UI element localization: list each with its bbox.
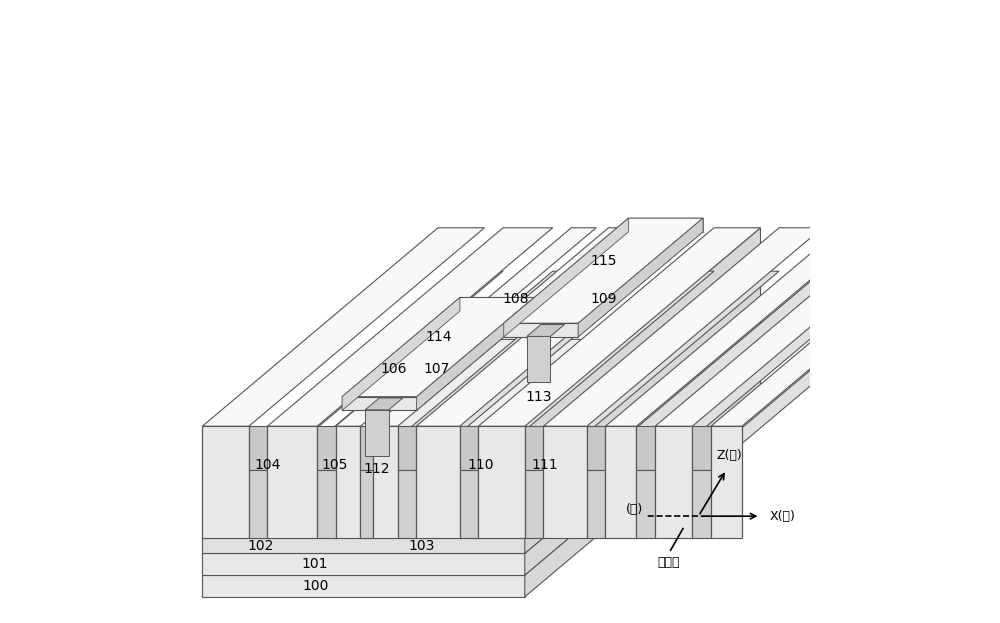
Polygon shape — [416, 426, 460, 538]
Text: 105: 105 — [321, 458, 348, 472]
Polygon shape — [373, 228, 633, 426]
Polygon shape — [587, 426, 605, 470]
Polygon shape — [655, 426, 692, 538]
Text: 108: 108 — [502, 292, 529, 306]
Polygon shape — [525, 271, 779, 470]
Polygon shape — [417, 298, 534, 411]
Polygon shape — [398, 426, 416, 470]
Text: 113: 113 — [525, 390, 552, 404]
Polygon shape — [605, 228, 872, 426]
Text: 110: 110 — [467, 458, 494, 472]
Polygon shape — [605, 426, 636, 538]
Polygon shape — [460, 426, 478, 470]
Text: 111: 111 — [531, 458, 558, 472]
Polygon shape — [636, 426, 655, 470]
Text: 109: 109 — [591, 292, 617, 306]
Polygon shape — [267, 228, 553, 426]
Polygon shape — [478, 426, 525, 538]
Text: 112: 112 — [364, 462, 390, 476]
Polygon shape — [525, 355, 760, 575]
Polygon shape — [336, 426, 360, 538]
Polygon shape — [543, 426, 587, 538]
Polygon shape — [711, 228, 978, 426]
Polygon shape — [578, 218, 703, 337]
Polygon shape — [360, 426, 373, 470]
Polygon shape — [342, 397, 417, 411]
Polygon shape — [692, 271, 947, 470]
Text: (左): (左) — [625, 503, 643, 516]
Polygon shape — [478, 228, 760, 426]
Text: 101: 101 — [302, 557, 328, 571]
Text: 100: 100 — [302, 579, 328, 593]
Polygon shape — [525, 470, 543, 538]
Polygon shape — [317, 426, 336, 470]
Polygon shape — [655, 228, 928, 426]
Text: 106: 106 — [380, 363, 407, 376]
Text: Z(上): Z(上) — [717, 449, 742, 462]
Text: 102: 102 — [247, 539, 274, 553]
Polygon shape — [202, 377, 760, 575]
Polygon shape — [342, 298, 460, 411]
Polygon shape — [202, 340, 760, 538]
Polygon shape — [342, 311, 534, 411]
Polygon shape — [460, 470, 478, 538]
Polygon shape — [373, 426, 398, 538]
Text: 107: 107 — [424, 363, 450, 376]
Text: （下）: （下） — [657, 556, 680, 569]
Polygon shape — [504, 232, 703, 337]
Text: 114: 114 — [425, 330, 451, 344]
Polygon shape — [202, 575, 525, 597]
Polygon shape — [398, 271, 652, 470]
Polygon shape — [587, 271, 841, 470]
Polygon shape — [543, 228, 823, 426]
Polygon shape — [525, 340, 760, 553]
Polygon shape — [360, 271, 609, 470]
Polygon shape — [398, 470, 416, 538]
Polygon shape — [249, 470, 267, 538]
Polygon shape — [416, 228, 695, 426]
Polygon shape — [317, 271, 571, 470]
Polygon shape — [692, 426, 711, 470]
Polygon shape — [249, 271, 503, 470]
Polygon shape — [636, 470, 655, 538]
Polygon shape — [317, 470, 336, 538]
Polygon shape — [711, 426, 742, 538]
Polygon shape — [504, 218, 629, 337]
Polygon shape — [629, 218, 703, 232]
Polygon shape — [525, 377, 760, 597]
Polygon shape — [249, 426, 267, 470]
Polygon shape — [342, 298, 534, 397]
Text: 103: 103 — [408, 539, 435, 553]
Polygon shape — [527, 336, 550, 383]
Polygon shape — [460, 271, 714, 470]
Polygon shape — [202, 426, 249, 538]
Polygon shape — [202, 355, 760, 553]
Polygon shape — [504, 218, 703, 323]
Polygon shape — [360, 470, 373, 538]
Polygon shape — [202, 228, 484, 426]
Polygon shape — [365, 410, 389, 456]
Polygon shape — [692, 470, 711, 538]
Polygon shape — [527, 325, 565, 336]
Polygon shape — [336, 228, 596, 426]
Text: 104: 104 — [255, 458, 281, 472]
Polygon shape — [525, 426, 543, 470]
Polygon shape — [365, 398, 403, 410]
Polygon shape — [202, 538, 525, 553]
Text: X(右): X(右) — [770, 510, 796, 523]
Polygon shape — [504, 323, 578, 337]
Polygon shape — [636, 271, 891, 470]
Polygon shape — [267, 426, 317, 538]
Text: 115: 115 — [590, 254, 617, 268]
Polygon shape — [525, 228, 760, 538]
Polygon shape — [587, 470, 605, 538]
Polygon shape — [202, 553, 525, 575]
